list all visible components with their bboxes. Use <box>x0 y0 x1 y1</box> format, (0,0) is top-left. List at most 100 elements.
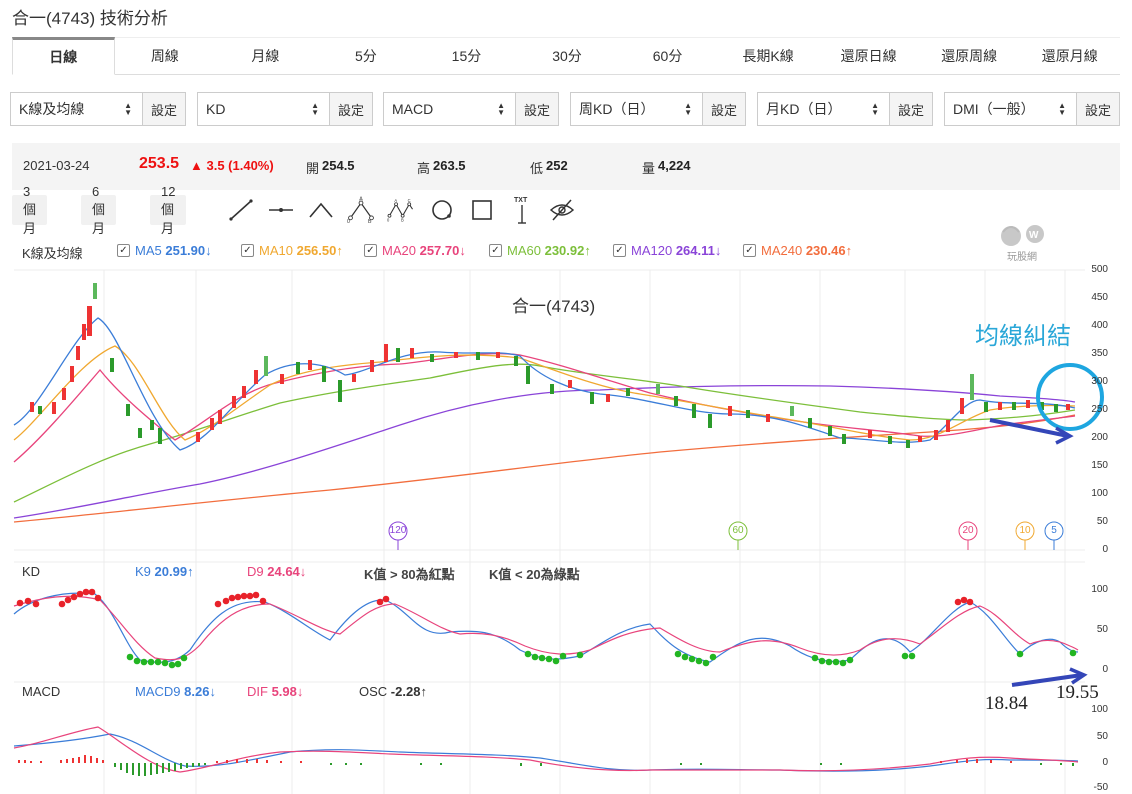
candle <box>984 402 988 412</box>
dif-legend: DIF 5.98↓ <box>247 684 303 699</box>
ma-marker-10-label: 10 <box>1019 525 1031 536</box>
tab-30min[interactable]: 30分 <box>516 37 618 74</box>
macd-select[interactable]: MACD ▲ ▼ <box>384 93 515 125</box>
weekly-kd-select[interactable]: 周KD（日） ▲ ▼ <box>571 93 702 125</box>
abc-pattern-tool-icon[interactable]: A 0 B <box>347 195 375 225</box>
kd-green-dot <box>688 655 696 663</box>
abcd-pattern-tool-icon[interactable]: A C 0 B <box>387 195 415 225</box>
select-value: KD <box>206 101 226 117</box>
kd-red-dot <box>58 600 66 608</box>
osc-arrow: ↑ <box>420 684 427 699</box>
tab-long-term[interactable]: 長期K線 <box>717 37 819 74</box>
select-arrows-icon: ▲ ▼ <box>871 101 879 117</box>
candle <box>62 388 66 400</box>
osc-bar <box>330 763 332 765</box>
candle <box>496 352 500 358</box>
candle <box>322 366 326 382</box>
ma60-checkbox[interactable]: ✓ <box>489 244 502 257</box>
ma10-checkbox[interactable]: ✓ <box>241 244 254 257</box>
ma20-checkbox[interactable]: ✓ <box>364 244 377 257</box>
svg-text:0: 0 <box>387 218 390 223</box>
kd-red-dot <box>246 592 254 600</box>
kd-green-dot <box>1016 650 1024 658</box>
osc-bar <box>820 763 822 765</box>
quote-change: ▲ 3.5 (1.40%) <box>190 158 274 173</box>
osc-bar <box>226 760 228 763</box>
candle <box>828 426 832 436</box>
ma240-checkbox[interactable]: ✓ <box>743 244 756 257</box>
candle <box>110 358 114 372</box>
ma5-arrow: ↓ <box>205 243 212 258</box>
kd-red-dot <box>960 596 968 604</box>
macd-y-tick: 100 <box>1091 704 1108 715</box>
line-tool-icon[interactable] <box>227 195 255 225</box>
circle-tool-icon[interactable] <box>428 195 456 225</box>
candle <box>232 396 236 408</box>
select-group-dmi: DMI（一般） ▲ ▼ 設定 <box>944 92 1120 126</box>
hide-eye-icon[interactable] <box>548 195 576 225</box>
kd-green-dot <box>908 652 916 660</box>
tab-5min[interactable]: 5分 <box>315 37 417 74</box>
osc-bar <box>162 763 164 773</box>
weekly-kd-settings-button[interactable]: 設定 <box>702 93 745 125</box>
kd-legend: KD K9 20.99↑ D9 24.64↓ K值 > 80為紅點 K值 < 2… <box>22 564 722 582</box>
osc-bar <box>138 763 140 776</box>
tab-adjusted-daily[interactable]: 還原日線 <box>818 37 919 74</box>
kd-red-dot <box>88 588 96 596</box>
main-settings-button[interactable]: 設定 <box>142 93 185 125</box>
candle <box>790 406 794 416</box>
tab-60min[interactable]: 60分 <box>617 37 718 74</box>
low-label: 低 <box>530 161 544 176</box>
candle <box>842 434 846 444</box>
candle <box>606 394 610 402</box>
tab-weekly[interactable]: 周線 <box>114 37 216 74</box>
candle <box>430 354 434 362</box>
ma5-value: 251.90 <box>165 243 206 258</box>
candle <box>934 430 938 440</box>
tab-15min[interactable]: 15分 <box>416 37 517 74</box>
tab-monthly[interactable]: 月線 <box>215 37 316 74</box>
text-tool-icon[interactable]: TXT <box>508 195 536 225</box>
kd-red-dot <box>64 596 72 604</box>
ma60-legend: MA60 230.92↑ <box>507 243 591 258</box>
y-tick: 0 <box>1102 544 1108 555</box>
macd-settings-button[interactable]: 設定 <box>515 93 558 125</box>
wantgoo-logo-icon: W <box>1001 225 1044 246</box>
kd-settings-button[interactable]: 設定 <box>329 93 372 125</box>
horizontal-line-tool-icon[interactable] <box>267 195 295 225</box>
ma10-legend: MA10 256.50↑ <box>259 243 343 258</box>
candle <box>370 360 374 372</box>
monthly-kd-select[interactable]: 月KD（日） ▲ ▼ <box>758 93 889 125</box>
kd-select[interactable]: KD ▲ ▼ <box>198 93 329 125</box>
osc-bar <box>40 761 42 763</box>
y-tick: 50 <box>1096 516 1108 527</box>
osc-bar <box>956 760 958 763</box>
ma240-value: 230.46 <box>805 243 846 258</box>
tab-adjusted-monthly[interactable]: 還原月線 <box>1019 37 1121 74</box>
ma-marker-20 <box>958 521 978 550</box>
triangle-tool-icon[interactable] <box>307 195 335 225</box>
ma120-checkbox[interactable]: ✓ <box>613 244 626 257</box>
rectangle-tool-icon[interactable] <box>468 195 496 225</box>
y-tick: 500 <box>1091 264 1108 275</box>
monthly-kd-settings-button[interactable]: 設定 <box>889 93 932 125</box>
ma-marker-120 <box>388 521 408 550</box>
ma5-checkbox[interactable]: ✓ <box>117 244 130 257</box>
dmi-settings-button[interactable]: 設定 <box>1076 93 1119 125</box>
period-tabs: 日線 周線 月線 5分 15分 30分 60分 長期K線 還原日線 還原周線 還… <box>12 37 1121 75</box>
osc-bar <box>84 755 86 763</box>
kd-d-line <box>13 595 1079 661</box>
tab-adjusted-weekly[interactable]: 還原周線 <box>918 37 1020 74</box>
kd-green-dot <box>154 658 162 666</box>
macd-y-tick: -50 <box>1093 782 1108 793</box>
osc-bar <box>976 759 978 763</box>
tab-daily[interactable]: 日線 <box>12 37 115 75</box>
kd-y-tick: 100 <box>1091 584 1108 595</box>
main-indicator-select[interactable]: K線及均線 ▲ ▼ <box>11 93 142 125</box>
kd-red-dot <box>214 600 222 608</box>
dmi-select[interactable]: DMI（一般） ▲ ▼ <box>945 93 1076 125</box>
osc-bar <box>114 763 116 767</box>
kd-legend-title: KD <box>22 564 41 579</box>
ma10-value: 256.50 <box>296 243 337 258</box>
